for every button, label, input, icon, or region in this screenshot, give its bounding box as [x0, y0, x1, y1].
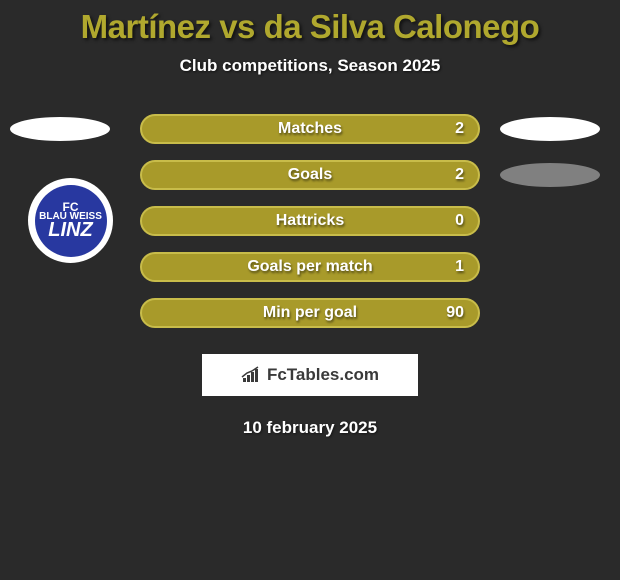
- stat-bar: Matches 2: [140, 114, 480, 144]
- stat-label: Matches: [278, 120, 342, 138]
- stat-value: 90: [446, 304, 464, 322]
- club-badge-inner: FCBLAU WEISSLINZ: [35, 185, 107, 257]
- stat-label: Goals: [288, 166, 332, 184]
- stat-bar: Min per goal 90: [140, 298, 480, 328]
- comparison-subtitle: Club competitions, Season 2025: [0, 56, 620, 76]
- date-text: 10 february 2025: [0, 418, 620, 438]
- stat-label: Hattricks: [276, 212, 344, 230]
- left-team-oval: [10, 117, 110, 141]
- attribution-box: FcTables.com: [202, 354, 418, 396]
- stat-value: 0: [455, 212, 464, 230]
- comparison-title: Martínez vs da Silva Calonego: [0, 0, 620, 46]
- right-team-oval: [500, 117, 600, 141]
- stat-label: Min per goal: [263, 304, 357, 322]
- badge-text-line: LINZ: [48, 221, 92, 239]
- club-badge: FCBLAU WEISSLINZ: [28, 178, 113, 263]
- right-team-oval: [500, 163, 600, 187]
- stat-label: Goals per match: [247, 258, 372, 276]
- stat-bar: Goals 2: [140, 160, 480, 190]
- stat-row: Matches 2: [0, 106, 620, 152]
- stat-value: 2: [455, 120, 464, 138]
- bar-chart-icon: [241, 366, 263, 384]
- stat-bar: Goals per match 1: [140, 252, 480, 282]
- stat-value: 1: [455, 258, 464, 276]
- stat-value: 2: [455, 166, 464, 184]
- attribution-text: FcTables.com: [267, 365, 379, 385]
- stat-row: Min per goal 90: [0, 290, 620, 336]
- stat-bar: Hattricks 0: [140, 206, 480, 236]
